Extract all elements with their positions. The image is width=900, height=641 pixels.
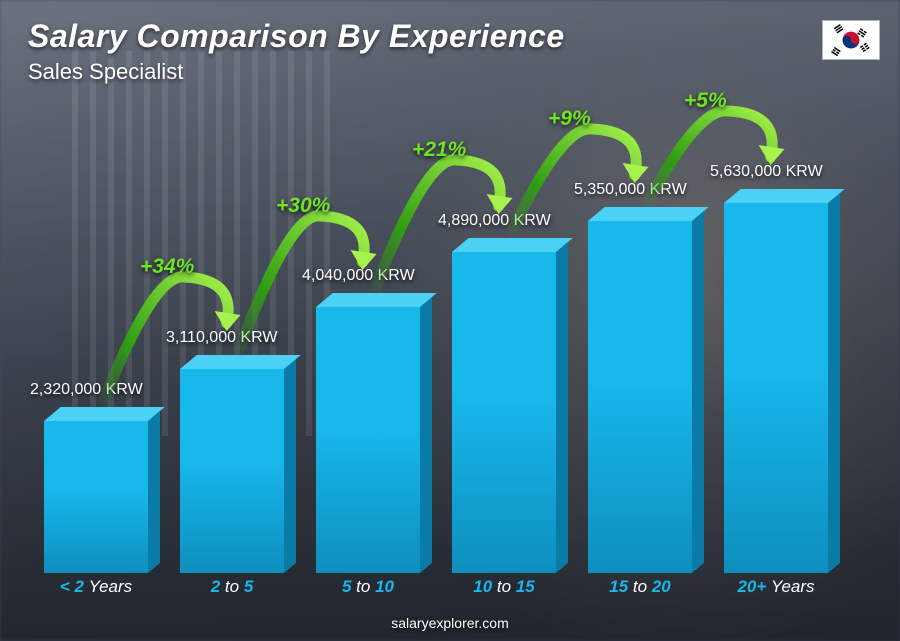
title-block: Salary Comparison By Experience Sales Sp… — [28, 18, 565, 85]
bar — [180, 369, 284, 573]
bar-front-face — [588, 221, 692, 573]
bar-top-face — [588, 207, 709, 221]
bar-side-face — [556, 242, 568, 573]
bar-slot — [708, 203, 844, 573]
bar-side-face — [148, 411, 160, 573]
bar-value-label: 5,630,000 KRW — [710, 163, 823, 181]
bar-value-label: 4,890,000 KRW — [438, 212, 551, 230]
bar — [316, 307, 420, 573]
x-axis-label: 2 to 5 — [164, 577, 300, 597]
bar-front-face — [452, 252, 556, 573]
bar-slot — [300, 307, 436, 573]
bar-side-face — [284, 359, 296, 573]
bar-value-label: 5,350,000 KRW — [574, 181, 687, 199]
bar — [44, 421, 148, 573]
flag-south-korea-icon — [823, 21, 879, 59]
bar-slot — [572, 221, 708, 573]
increase-percentage: +5% — [684, 89, 727, 113]
bar-side-face — [420, 297, 432, 573]
bar-front-face — [180, 369, 284, 573]
bar-side-face — [692, 211, 704, 573]
x-axis-label: 5 to 10 — [300, 577, 436, 597]
bar-value-label: 4,040,000 KRW — [302, 267, 415, 285]
increase-percentage: +30% — [276, 194, 330, 218]
chart-title: Salary Comparison By Experience — [28, 18, 565, 55]
bar-top-face — [452, 238, 573, 252]
bar-front-face — [316, 307, 420, 573]
bar-slot — [436, 252, 572, 573]
bar-top-face — [44, 407, 165, 421]
bar-value-label: 3,110,000 KRW — [166, 329, 277, 347]
increase-percentage: +21% — [412, 138, 466, 162]
bar-slot — [28, 421, 164, 573]
bar-side-face — [828, 193, 840, 573]
increase-percentage: +9% — [548, 107, 591, 131]
bar-top-face — [316, 293, 437, 307]
x-axis-label: < 2 Years — [28, 577, 164, 597]
bar-value-label: 2,320,000 KRW — [30, 381, 143, 399]
x-axis-labels: < 2 Years2 to 55 to 1010 to 1515 to 2020… — [28, 577, 850, 601]
footer-attribution: salaryexplorer.com — [0, 615, 900, 631]
country-flag — [822, 20, 880, 60]
infographic-canvas: Salary Comparison By Experience Sales Sp… — [0, 0, 900, 641]
bar-front-face — [724, 203, 828, 573]
bar-top-face — [180, 355, 301, 369]
chart-area: 2,320,000 KRW 3,110,000 KRW 4,040,000 KRW 4… — [28, 103, 850, 573]
bar — [724, 203, 828, 573]
increase-percentage: +34% — [140, 255, 194, 279]
chart-subtitle: Sales Specialist — [28, 59, 565, 85]
bar-slot — [164, 369, 300, 573]
x-axis-label: 15 to 20 — [572, 577, 708, 597]
x-axis-label: 20+ Years — [708, 577, 844, 597]
bar-front-face — [44, 421, 148, 573]
bar — [452, 252, 556, 573]
bar-top-face — [724, 189, 845, 203]
bar — [588, 221, 692, 573]
x-axis-label: 10 to 15 — [436, 577, 572, 597]
